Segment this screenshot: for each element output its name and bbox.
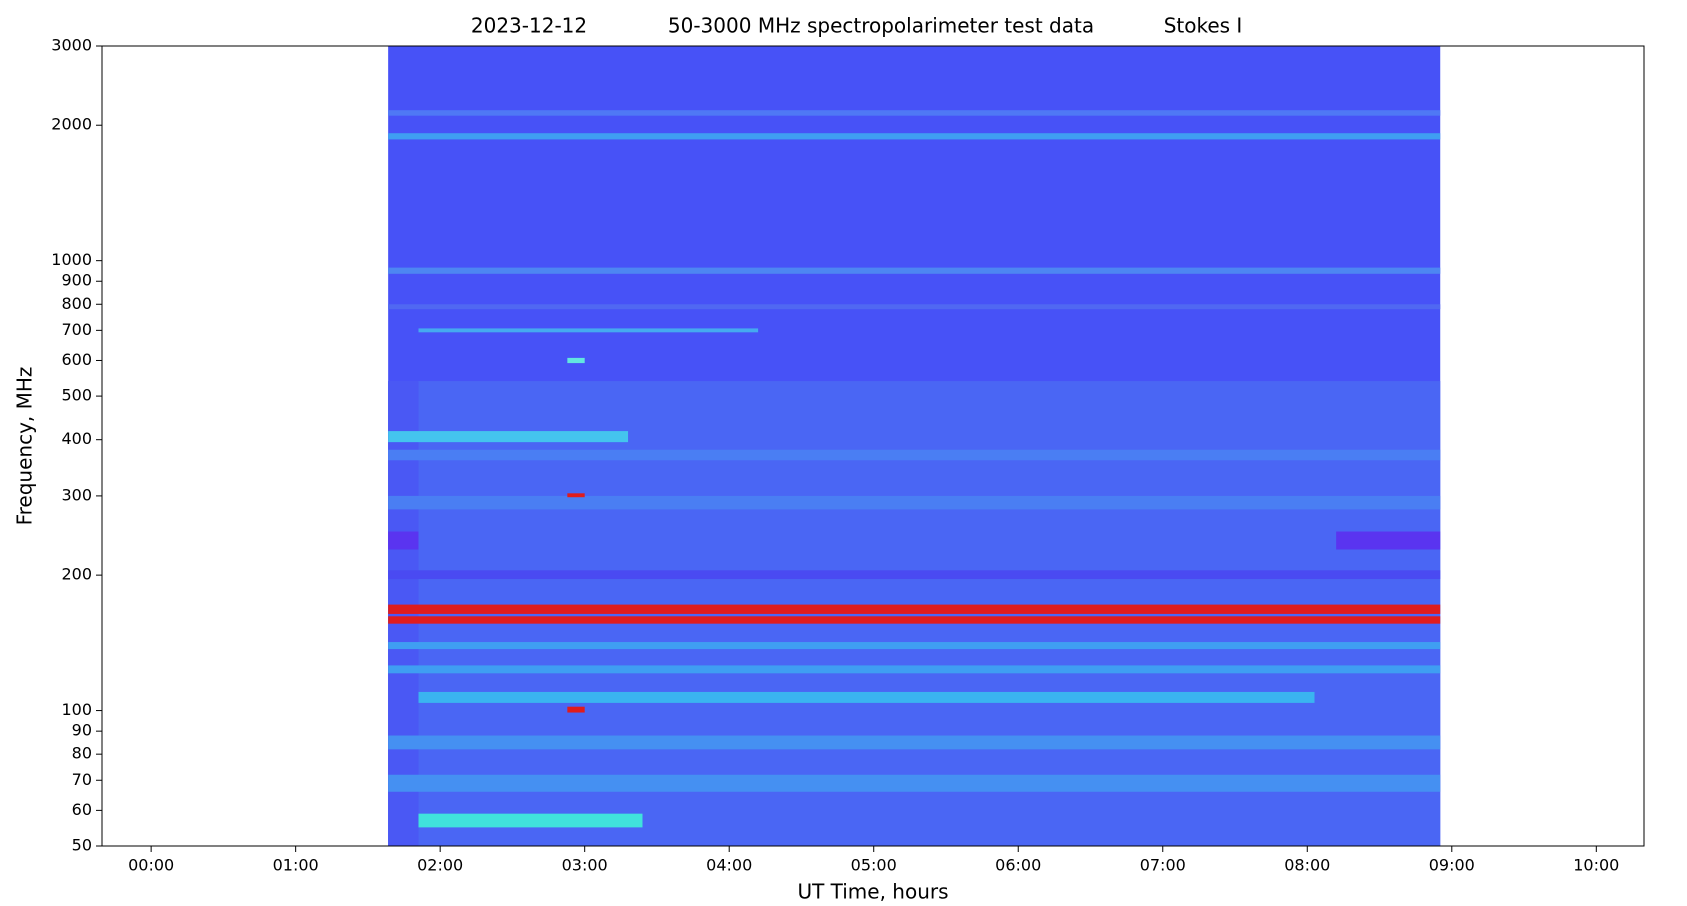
spectral-band xyxy=(388,735,1441,750)
spectral-band xyxy=(388,604,1441,614)
y-tick-label: 800 xyxy=(61,294,92,313)
spectral-band xyxy=(418,813,643,828)
y-tick-label: 400 xyxy=(61,429,92,448)
plot-frame xyxy=(101,45,1645,847)
y-tick-label: 1000 xyxy=(51,250,92,269)
spectral-band xyxy=(567,706,585,713)
y-axis-label: Frequency, MHz xyxy=(13,367,37,526)
spectral-band xyxy=(388,431,629,443)
spectral-band xyxy=(1336,531,1441,550)
y-tick-label: 2000 xyxy=(51,115,92,134)
x-tick-label: 06:00 xyxy=(995,856,1041,875)
spectral-band xyxy=(388,774,1441,792)
y-tick-label: 90 xyxy=(72,721,92,740)
x-tick-label: 05:00 xyxy=(851,856,897,875)
spectral-band xyxy=(388,570,1441,580)
y-tick-label: 60 xyxy=(72,800,92,819)
y-tick-label: 70 xyxy=(72,770,92,789)
spectral-band xyxy=(418,691,1315,703)
spectral-band xyxy=(567,493,585,498)
spectral-band xyxy=(388,133,1441,140)
spectral-band xyxy=(388,531,419,550)
spectral-band xyxy=(388,665,1441,674)
x-tick-label: 07:00 xyxy=(1140,856,1186,875)
y-tick-label: 700 xyxy=(61,320,92,339)
spectral-band xyxy=(388,304,1441,310)
x-tick-label: 04:00 xyxy=(706,856,752,875)
y-tick-label: 500 xyxy=(61,386,92,405)
chart-title-stokes: Stokes I xyxy=(1164,14,1243,38)
y-tick-label: 900 xyxy=(61,271,92,290)
x-tick-label: 10:00 xyxy=(1573,856,1619,875)
spectral-band xyxy=(388,642,1441,650)
x-axis-label: UT Time, hours xyxy=(797,880,948,904)
chart-title-date: 2023-12-12 xyxy=(471,14,587,38)
spectral-band xyxy=(388,110,1441,116)
y-tick-label: 200 xyxy=(61,565,92,584)
y-tick-label: 100 xyxy=(61,700,92,719)
x-tick-label: 01:00 xyxy=(273,856,319,875)
spectral-band xyxy=(388,495,1441,510)
spectral-band xyxy=(388,267,1441,274)
y-tick-label: 300 xyxy=(61,485,92,504)
spectral-band xyxy=(567,357,585,364)
spectral-band xyxy=(388,616,1441,624)
spectral-band xyxy=(418,328,759,333)
x-tick-label: 03:00 xyxy=(562,856,608,875)
chart-title: 50-3000 MHz spectropolarimeter test data xyxy=(668,14,1094,38)
y-tick-label: 50 xyxy=(72,836,92,855)
x-tick-label: 02:00 xyxy=(417,856,463,875)
y-tick-label: 80 xyxy=(72,744,92,763)
x-tick-label: 08:00 xyxy=(1284,856,1330,875)
x-tick-label: 09:00 xyxy=(1429,856,1475,875)
y-tick-label: 3000 xyxy=(51,36,92,55)
y-tick-label: 600 xyxy=(61,350,92,369)
x-tick-label: 00:00 xyxy=(128,856,174,875)
spectral-band xyxy=(388,449,1441,461)
